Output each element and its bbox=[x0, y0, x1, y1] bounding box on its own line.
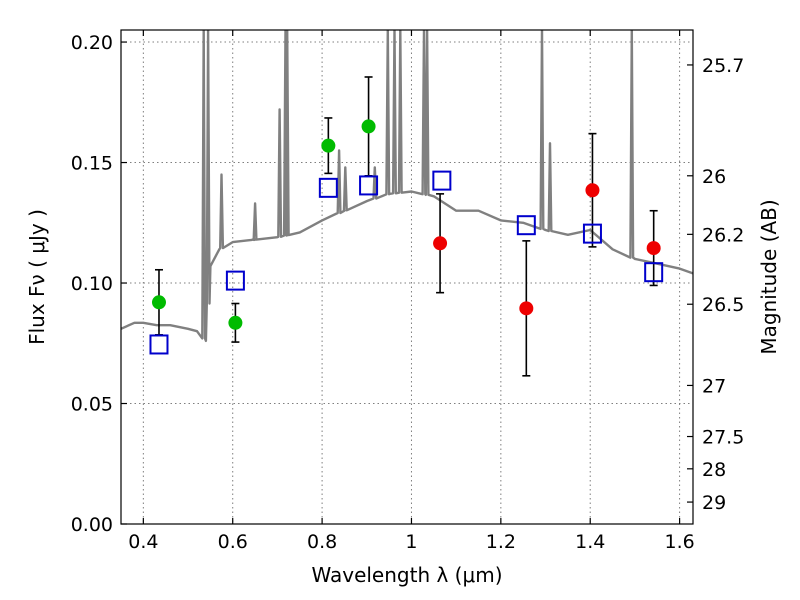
y-axis-left: 0.00 0.05 0.10 0.15 0.20 bbox=[71, 32, 127, 536]
y-right-tick-label: 26.2 bbox=[702, 224, 744, 246]
sed-line bbox=[121, 30, 693, 343]
model-flux-square bbox=[149, 334, 169, 355]
photometry-point bbox=[151, 295, 166, 310]
y-axis-right-label: Magnitude (AB) bbox=[757, 199, 781, 354]
model-flux-square bbox=[516, 215, 536, 236]
model-flux-square bbox=[582, 223, 602, 244]
y-right-tick-label: 29 bbox=[702, 492, 726, 514]
x-tick-label: 1 bbox=[405, 531, 417, 553]
y-right-tick-label: 26.5 bbox=[702, 294, 744, 316]
data-points bbox=[149, 76, 664, 377]
x-tick-label: 0.4 bbox=[128, 531, 158, 553]
x-axis: 0.4 0.6 0.8 1 1.2 1.4 1.6 bbox=[128, 30, 695, 553]
photometry-point bbox=[585, 183, 600, 198]
photometry-point bbox=[433, 236, 448, 251]
y-right-tick-label: 27.5 bbox=[702, 427, 744, 449]
photometry-point bbox=[646, 241, 661, 256]
model-flux-square bbox=[359, 175, 379, 196]
x-tick-label: 1.6 bbox=[664, 531, 694, 553]
model-flux-square bbox=[225, 270, 245, 291]
plot-frame bbox=[120, 29, 694, 525]
photometry-point bbox=[228, 315, 243, 330]
model-flux-square bbox=[318, 177, 338, 198]
sed-spectrum bbox=[121, 30, 693, 343]
photometry-point bbox=[519, 301, 534, 316]
y-right-tick-label: 25.7 bbox=[702, 55, 744, 77]
y-axis-label: Flux Fν ( μJy ) bbox=[25, 209, 49, 345]
x-tick-label: 1.4 bbox=[575, 531, 605, 553]
y-tick-label: 0.00 bbox=[71, 514, 113, 536]
model-flux-square bbox=[432, 170, 452, 191]
y-axis-right: 25.7 26 26.2 26.5 27 27.5 28 29 bbox=[687, 55, 744, 514]
y-tick-label: 0.05 bbox=[71, 394, 113, 416]
x-tick-label: 0.6 bbox=[218, 531, 248, 553]
y-right-tick-label: 26 bbox=[702, 166, 726, 188]
y-tick-label: 0.15 bbox=[71, 153, 113, 175]
y-tick-label: 0.20 bbox=[71, 32, 113, 54]
y-tick-label: 0.10 bbox=[71, 273, 113, 295]
y-right-tick-label: 28 bbox=[702, 459, 726, 481]
model-flux-square bbox=[644, 262, 664, 283]
photometry-point bbox=[361, 119, 376, 134]
x-tick-label: 1.2 bbox=[486, 531, 516, 553]
x-axis-label: Wavelength λ (μm) bbox=[311, 563, 502, 587]
y-right-tick-label: 27 bbox=[702, 375, 726, 397]
x-tick-label: 0.8 bbox=[307, 531, 337, 553]
photometry-point bbox=[321, 138, 336, 153]
